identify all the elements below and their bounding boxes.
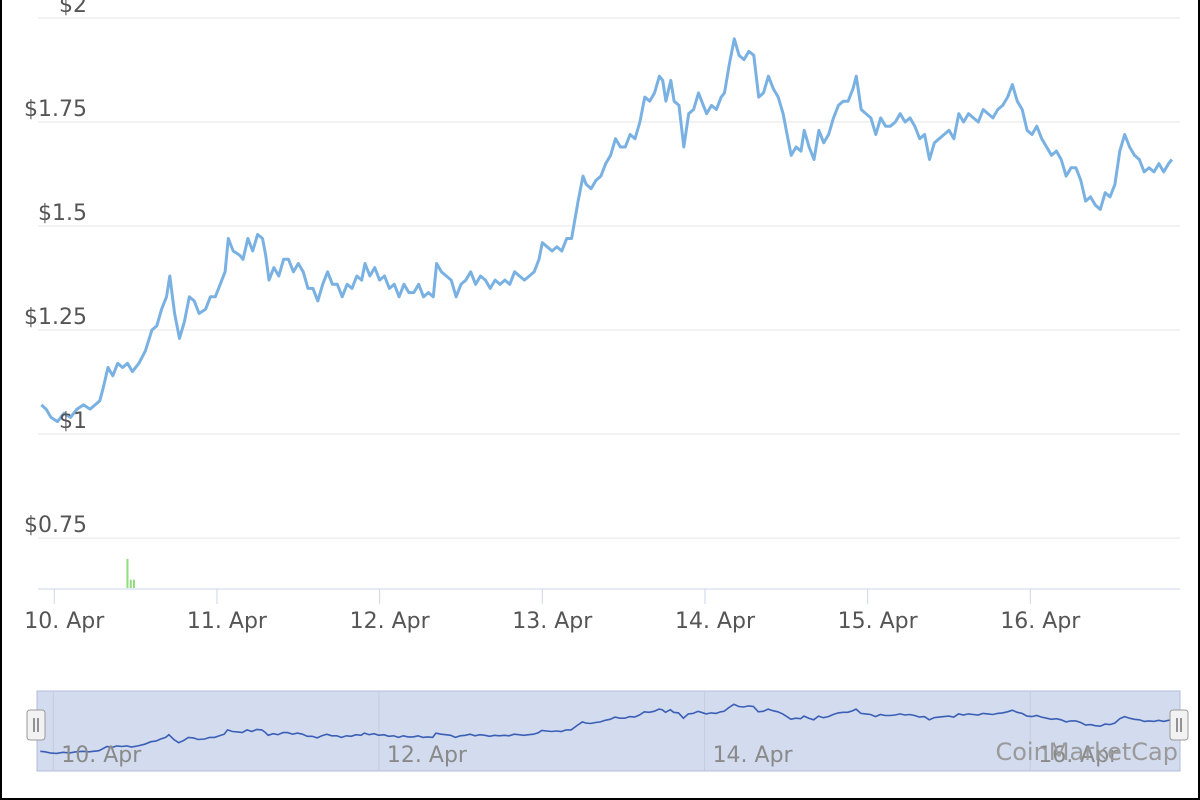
y-tick-label: $1: [59, 409, 87, 434]
price-series-line: [40, 37, 1174, 424]
grid-lines: [38, 17, 1180, 539]
x-tick-label: 13. Apr: [512, 609, 593, 634]
x-tick-label: 14. Apr: [675, 609, 756, 634]
y-tick-label: $1.5: [38, 201, 87, 226]
y-tick-label: $1.25: [24, 305, 87, 330]
navigator[interactable]: 10. Apr 12. Apr 14. Apr 16. Apr CoinMarketC…: [26, 690, 1189, 772]
navigator-tick-label: 16. Apr: [1038, 743, 1119, 768]
x-tick-label: 12. Apr: [350, 609, 431, 634]
x-axis: 10. Apr 11. Apr 12. Apr 13. Apr 14. Apr 15. A…: [24, 589, 1081, 634]
volume-bar: [126, 558, 129, 588]
volume-bars: [126, 558, 135, 588]
watermark-text: CoinMarketCap: [995, 738, 1178, 766]
navigator-series-line: [40, 703, 1173, 755]
navigator-tick-label: 14. Apr: [713, 743, 794, 768]
y-tick-label: $0.75: [24, 513, 87, 538]
x-tick-label: 10. Apr: [24, 609, 105, 634]
navigator-left-handle[interactable]: [26, 709, 46, 741]
volume-bar: [129, 579, 132, 588]
x-tick-label: 16. Apr: [1000, 609, 1081, 634]
x-tick-label: 11. Apr: [187, 609, 268, 634]
navigator-tick-label: 12. Apr: [387, 743, 468, 768]
navigator-tick-label: 10. Apr: [61, 743, 142, 768]
y-tick-label: $1.75: [24, 97, 87, 122]
volume-bar: [132, 579, 135, 588]
y-axis: $0.75 $1 $1.25 $1.5 $1.75 $2: [24, 0, 87, 538]
x-tick-label: 15. Apr: [838, 609, 919, 634]
navigator-grid-lines: [52, 691, 1031, 771]
navigator-right-handle[interactable]: [1169, 709, 1189, 741]
y-tick-label: $2: [59, 0, 87, 18]
navigator-x-axis: 10. Apr 12. Apr 14. Apr 16. Apr: [61, 743, 1119, 768]
